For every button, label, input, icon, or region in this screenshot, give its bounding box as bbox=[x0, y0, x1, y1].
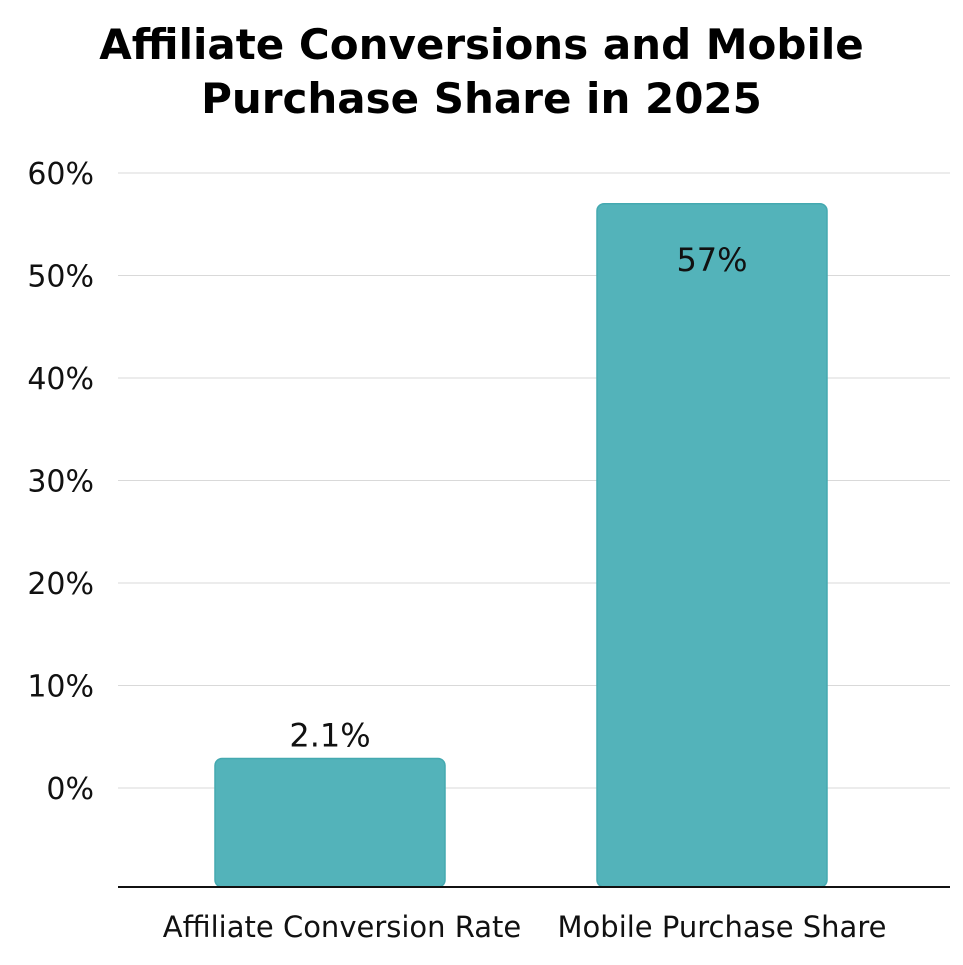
y-tick-label: 50% bbox=[27, 260, 94, 295]
y-tick-label: 0% bbox=[46, 772, 94, 807]
bar bbox=[596, 203, 828, 888]
y-tick-label: 20% bbox=[27, 567, 94, 602]
x-tick-label: Affiliate Conversion Rate bbox=[163, 910, 522, 944]
y-tick-label: 40% bbox=[27, 362, 94, 397]
y-tick-label: 60% bbox=[27, 157, 94, 192]
y-tick-label: 30% bbox=[27, 465, 94, 500]
x-tick-label: Mobile Purchase Share bbox=[558, 910, 887, 944]
y-tick-label: 10% bbox=[27, 670, 94, 705]
chart-title: Affiliate Conversions and Mobile Purchas… bbox=[99, 20, 864, 123]
data-label: 57% bbox=[676, 241, 747, 279]
data-label: 2.1% bbox=[289, 716, 370, 754]
bar bbox=[214, 757, 446, 888]
